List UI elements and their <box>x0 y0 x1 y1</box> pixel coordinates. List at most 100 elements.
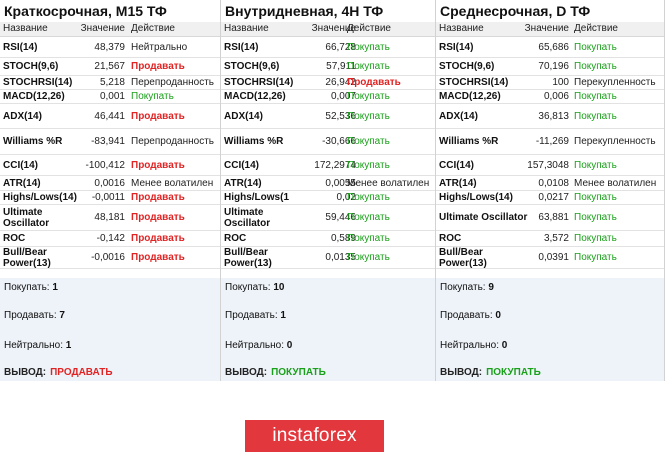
summary-verdict: ВЫВОД: ПРОДАВАТЬ <box>4 367 113 378</box>
panel-title: Краткосрочная, М15 ТФ <box>4 3 167 19</box>
indicator-action: Покупать <box>347 192 390 203</box>
summary-buy-count: 9 <box>488 282 494 293</box>
indicator-value: 0,589 <box>330 233 356 244</box>
summary-block: Покупать: 1 Продавать: 7 Нейтрально: 1 ВЫВО… <box>0 278 220 381</box>
indicator-row: STOCHRSI(14) 26,942 Продавать <box>221 76 435 90</box>
indicator-row: STOCHRSI(14) 5,218 Перепроданность <box>0 76 220 90</box>
indicator-action: Покупать <box>574 61 617 72</box>
indicator-row: Highs/Lows(14) 0,0217 Покупать <box>436 191 664 205</box>
indicator-value: 63,881 <box>538 212 569 223</box>
indicator-name: CCI(14) <box>3 159 39 171</box>
indicator-value: 3,572 <box>543 233 569 244</box>
indicator-value: -30,666 <box>322 136 356 147</box>
indicator-action: Менее волатилен <box>131 177 214 189</box>
summary-sell: Продавать: 7 <box>4 310 65 321</box>
indicator-row: ADX(14) 52,536 Покупать <box>221 104 435 129</box>
indicator-action: Покупать <box>347 61 390 72</box>
indicator-value: 0,0108 <box>538 177 569 189</box>
indicator-action: Продавать <box>131 61 185 72</box>
indicator-row: Ultimate Oscillator 48,181 Продавать <box>0 205 220 231</box>
indicator-action: Продавать <box>347 77 401 88</box>
indicator-row: MACD(12,26) 0,006 Покупать <box>436 90 664 104</box>
indicator-row: Highs/Lows(14) -0,0011 Продавать <box>0 191 220 205</box>
summary-buy: Покупать: 9 <box>440 282 494 293</box>
indicator-row: MACD(12,26) 0,001 Покупать <box>0 90 220 104</box>
indicator-action: Покупать <box>347 91 390 102</box>
indicator-row: CCI(14) 157,3048 Покупать <box>436 155 664 176</box>
indicator-action: Покупать <box>574 91 617 102</box>
indicator-value: 100 <box>552 77 569 88</box>
indicator-row: ATR(14) 0,0016 Менее волатилен <box>0 176 220 191</box>
indicator-row: Ultimate Oscillator 59,446 Покупать <box>221 205 435 231</box>
indicator-name: CCI(14) <box>439 159 475 171</box>
indicator-action: Менее волатилен <box>347 177 430 189</box>
summary-sell-label: Продавать: <box>225 310 278 321</box>
indicator-name: ATR(14) <box>224 177 262 189</box>
indicator-name: ATR(14) <box>3 177 41 189</box>
indicator-name: Ultimate Oscillator <box>224 206 271 229</box>
summary-neutral-label: Нейтрально: <box>4 340 63 351</box>
indicator-name: RSI(14) <box>3 41 38 53</box>
panel-title: Среднесрочная, D ТФ <box>440 3 591 19</box>
indicator-value: -0,0016 <box>91 252 125 263</box>
summary-sell-count: 0 <box>495 310 501 321</box>
indicator-row: CCI(14) 172,2974 Покупать <box>221 155 435 176</box>
indicator-value: 52,536 <box>325 110 356 122</box>
summary-verdict: ВЫВОД: ПОКУПАТЬ <box>225 367 326 378</box>
summary-neutral: Нейтрально: 0 <box>225 340 292 351</box>
indicator-name: Williams %R <box>439 136 499 147</box>
indicator-value: 0,0135 <box>325 252 356 263</box>
indicator-action: Покупать <box>574 212 617 223</box>
summary-sell-count: 1 <box>280 310 286 321</box>
indicator-value: 5,218 <box>99 77 125 88</box>
indicator-row: STOCH(9,6) 70,196 Покупать <box>436 58 664 76</box>
indicator-name: ATR(14) <box>439 177 477 189</box>
summary-sell-label: Продавать: <box>440 310 493 321</box>
summary-verdict: ВЫВОД: ПОКУПАТЬ <box>440 367 541 378</box>
indicator-name: STOCHRSI(14) <box>3 77 73 88</box>
indicator-action: Перепроданность <box>131 77 214 88</box>
indicator-value: 57,911 <box>326 61 356 72</box>
indicator-value: 0,0217 <box>538 192 569 203</box>
summary-buy: Покупать: 10 <box>225 282 284 293</box>
verdict-value: ПОКУПАТЬ <box>271 367 326 378</box>
indicator-value: 157,3048 <box>527 159 569 171</box>
indicator-action: Менее волатилен <box>574 177 657 189</box>
indicator-row: Highs/Lows(1 0,02 Покупать <box>221 191 435 205</box>
indicator-panels: Краткосрочная, М15 ТФ Название Значение Дей… <box>0 0 665 381</box>
indicator-row: STOCHRSI(14) 100 Перекупленность <box>436 76 664 90</box>
indicator-row: ATR(14) 0,0055 Менее волатилен <box>221 176 435 191</box>
indicator-row: Bull/Bear Power(13) 0,0391 Покупать <box>436 247 664 269</box>
indicator-action: Покупать <box>347 41 390 53</box>
indicator-action: Перепроданность <box>131 136 214 147</box>
summary-sell-label: Продавать: <box>4 310 57 321</box>
indicator-row: Bull/Bear Power(13) -0,0016 Продавать <box>0 247 220 269</box>
indicator-action: Покупать <box>574 192 617 203</box>
indicator-action: Покупать <box>574 252 617 263</box>
indicator-row: ROC 3,572 Покупать <box>436 231 664 247</box>
indicator-value: 0,02 <box>336 192 356 203</box>
indicator-name: STOCH(9,6) <box>224 61 280 72</box>
summary-buy-label: Покупать: <box>440 282 486 293</box>
indicator-value: 0,0055 <box>325 177 356 189</box>
summary-neutral: Нейтрально: 0 <box>440 340 507 351</box>
indicator-value: 26,942 <box>325 77 356 88</box>
indicator-name: Williams %R <box>224 136 284 147</box>
indicator-value: 48,379 <box>94 41 125 53</box>
indicator-row: ADX(14) 36,813 Покупать <box>436 104 664 129</box>
verdict-label: ВЫВОД: <box>440 367 483 378</box>
indicator-action: Продавать <box>131 159 185 171</box>
indicator-value: 21,567 <box>94 61 125 72</box>
summary-neutral-label: Нейтрально: <box>225 340 284 351</box>
indicator-name: Bull/Bear Power(13) <box>3 247 51 268</box>
summary-neutral-count: 1 <box>65 340 72 351</box>
indicator-action: Покупать <box>574 233 617 244</box>
indicator-value: 36,813 <box>538 110 569 122</box>
summary-buy-count: 1 <box>52 282 58 293</box>
summary-sell-count: 7 <box>59 310 65 321</box>
indicator-name: MACD(12,26) <box>3 91 65 102</box>
indicator-value: 0,0391 <box>538 252 569 263</box>
indicator-value: 70,196 <box>538 61 569 72</box>
panel-medium-term: Среднесрочная, D ТФ Название Значение Дейст… <box>436 0 665 381</box>
instaforex-logo: instaforex <box>245 420 384 452</box>
